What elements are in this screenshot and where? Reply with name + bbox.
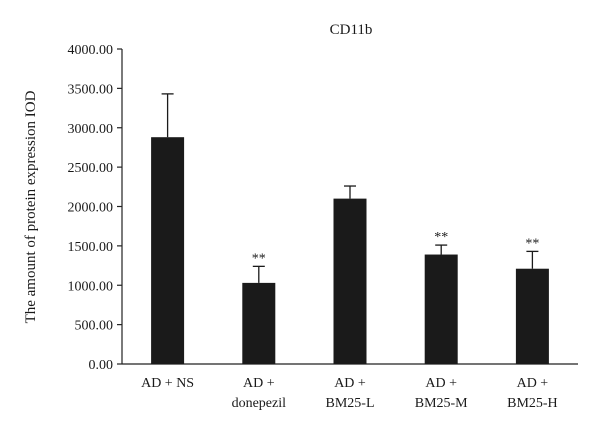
y-tick-label: 4000.00 <box>68 43 114 58</box>
x-tick-label: AD + <box>334 376 366 391</box>
y-tick-label: 1500.00 <box>68 240 114 255</box>
y-tick-label: 2000.00 <box>68 201 114 216</box>
x-tick-label: AD + NS <box>141 376 194 391</box>
significance-marker: ** <box>434 230 448 245</box>
y-tick-label: 1000.00 <box>68 279 114 294</box>
bar <box>424 254 458 364</box>
y-tick-label: 3000.00 <box>68 122 114 137</box>
x-tick-label: AD + <box>425 376 457 391</box>
bar <box>333 198 367 364</box>
bar <box>242 282 276 364</box>
bar <box>515 268 549 364</box>
x-tick-label: donepezil <box>232 396 287 411</box>
y-tick-label: 3500.00 <box>68 82 114 97</box>
x-tick-label: AD + <box>517 376 549 391</box>
bar <box>151 137 185 364</box>
y-tick-label: 2500.00 <box>68 161 114 176</box>
x-tick-label: AD + <box>243 376 275 391</box>
x-tick-label: BM25-H <box>507 396 558 411</box>
chart-title: CD11b <box>330 22 373 38</box>
x-tick-label: BM25-L <box>326 396 375 411</box>
significance-marker: ** <box>252 251 266 266</box>
y-axis-label: The amount of protein expression IOD <box>23 90 39 323</box>
y-tick-label: 500.00 <box>75 319 114 334</box>
x-tick-label: BM25-M <box>415 396 468 411</box>
significance-marker: ** <box>525 236 539 251</box>
y-tick-label: 0.00 <box>89 358 114 373</box>
